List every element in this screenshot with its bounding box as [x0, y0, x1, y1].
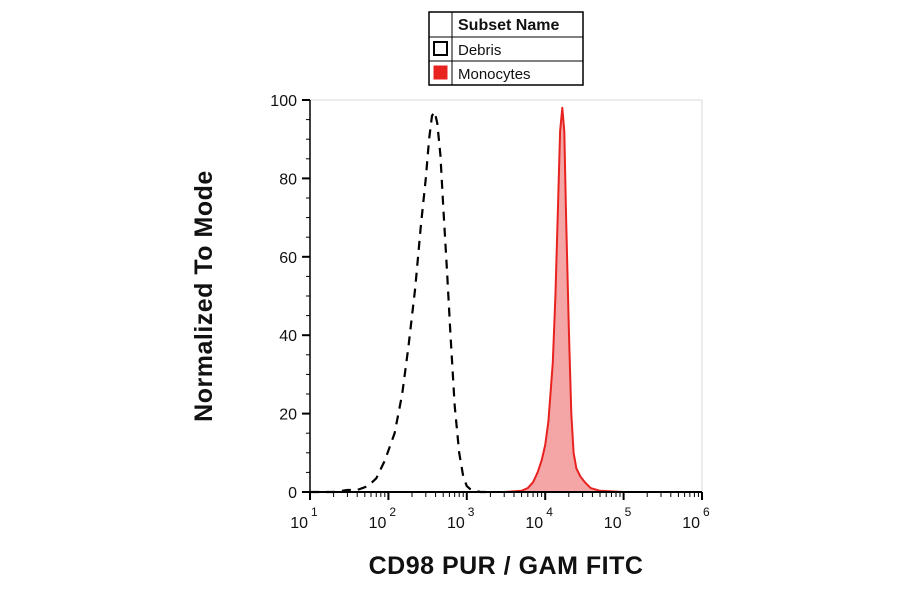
- x-tick-label: 10: [369, 515, 387, 532]
- y-tick-label: 100: [270, 93, 297, 110]
- y-axis: 0 20 40 60 80 100: [270, 93, 310, 502]
- y-axis-title: Normalized To Mode: [190, 170, 218, 422]
- x-tick-exponent: 5: [625, 505, 632, 519]
- x-tick-label: 10: [447, 515, 465, 532]
- legend: Subset Name Debris Monocytes: [428, 11, 584, 86]
- x-tick-label: 10: [290, 515, 308, 532]
- legend-entry-monocytes: Monocytes: [458, 66, 531, 83]
- x-tick-label: 10: [682, 515, 700, 532]
- legend-swatch-debris: [433, 41, 448, 56]
- x-tick-exponent: 3: [468, 505, 475, 519]
- legend-swatch-monocytes: [433, 65, 448, 80]
- series-line-monocytes: [310, 106, 702, 493]
- y-tick-label: 80: [279, 171, 297, 188]
- x-tick-label: 10: [525, 515, 543, 532]
- x-tick-exponent: 1: [311, 505, 318, 519]
- x-tick-exponent: 4: [546, 505, 553, 519]
- y-tick-label: 0: [288, 485, 297, 502]
- x-tick-exponent: 2: [389, 505, 396, 519]
- x-axis-title: CD98 PUR / GAM FITC: [369, 552, 644, 580]
- series-area-monocytes: [310, 107, 702, 493]
- legend-title: Subset Name: [458, 17, 559, 34]
- y-tick-label: 40: [279, 328, 297, 345]
- plot-frame: [309, 99, 703, 493]
- x-tick-label: 10: [604, 515, 622, 532]
- y-tick-label: 60: [279, 250, 297, 267]
- x-tick-exponent: 6: [703, 505, 710, 519]
- legend-entry-debris: Debris: [458, 42, 501, 59]
- y-tick-label: 20: [279, 407, 297, 424]
- series-line-debris: [310, 110, 491, 494]
- series-layer: [310, 106, 702, 494]
- legend-frame: [428, 11, 584, 86]
